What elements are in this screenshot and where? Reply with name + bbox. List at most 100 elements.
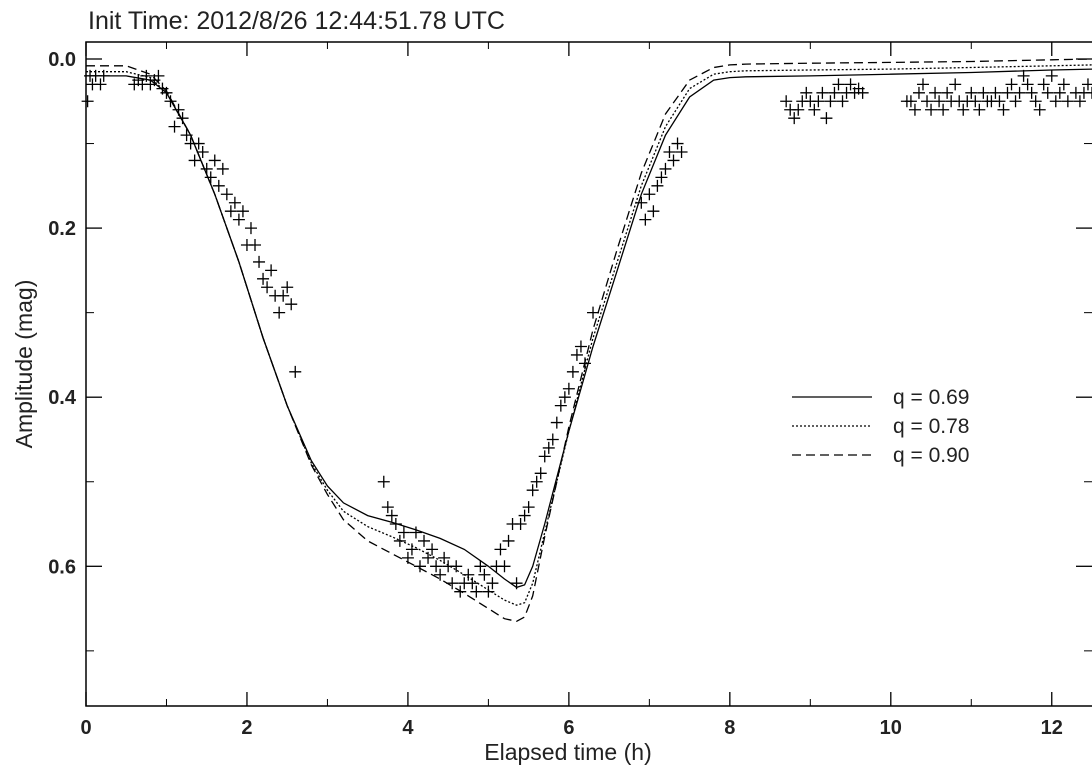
data-point: [542, 441, 555, 454]
data-point: [228, 196, 241, 209]
data-point: [273, 306, 286, 319]
data-point: [554, 399, 567, 412]
series-line-1: [86, 68, 1092, 589]
y-tick-label: 0.6: [48, 556, 76, 578]
data-point: [534, 467, 547, 480]
data-point: [204, 171, 217, 184]
data-point: [1017, 69, 1030, 82]
data-point: [550, 416, 563, 429]
data-point: [522, 501, 535, 514]
data-point: [236, 205, 249, 218]
data-point: [977, 86, 990, 99]
data-point: [216, 162, 229, 175]
data-point: [800, 86, 813, 99]
data-point: [671, 137, 684, 150]
legend-entry: q = 0.69: [893, 386, 969, 409]
legend: q = 0.69 q = 0.78 q = 0.90: [792, 386, 969, 467]
data-point: [675, 146, 688, 159]
x-tick-label: 6: [563, 717, 574, 739]
data-point: [1013, 86, 1026, 99]
data-point: [969, 95, 982, 108]
data-point: [921, 95, 934, 108]
y-tick-label: 0.2: [48, 218, 76, 240]
series-line-2: [86, 64, 1092, 606]
data-point: [1061, 95, 1074, 108]
data-point: [494, 543, 507, 556]
data-point: [188, 154, 201, 167]
data-point: [257, 272, 270, 285]
data-point: [836, 95, 849, 108]
data-point: [570, 348, 583, 361]
data-point: [385, 509, 398, 522]
data-point: [949, 78, 962, 91]
data-point: [856, 86, 869, 99]
data-point: [812, 95, 825, 108]
x-tick-label: 2: [241, 717, 252, 739]
data-point: [200, 162, 213, 175]
data-point: [389, 518, 402, 531]
series-layer: [86, 58, 1092, 622]
data-point: [422, 551, 435, 564]
series-line-3: [86, 58, 1092, 622]
data-point: [647, 205, 660, 218]
data-point: [478, 568, 491, 581]
data-point: [277, 289, 290, 302]
data-point: [957, 103, 970, 116]
data-point: [780, 95, 793, 108]
data-point: [244, 222, 257, 235]
data-point: [997, 103, 1010, 116]
data-point: [1009, 95, 1022, 108]
data-point: [81, 95, 94, 108]
legend-entry: q = 0.78: [893, 415, 969, 438]
data-point: [558, 391, 571, 404]
legend-entry: q = 0.90: [893, 444, 969, 467]
data-point: [426, 543, 439, 556]
data-point: [929, 86, 942, 99]
data-point: [993, 95, 1006, 108]
data-point: [1001, 86, 1014, 99]
data-point: [667, 154, 680, 167]
data-point: [462, 568, 475, 581]
data-point: [925, 103, 938, 116]
data-point: [828, 86, 841, 99]
data-point: [912, 86, 925, 99]
data-point: [498, 560, 511, 573]
data-point: [574, 340, 587, 353]
data-point: [446, 577, 459, 590]
data-point: [663, 146, 676, 159]
data-point: [788, 112, 801, 125]
data-point: [1073, 95, 1086, 108]
data-point: [1033, 103, 1046, 116]
data-point: [578, 357, 591, 370]
data-point: [518, 509, 531, 522]
data-point: [655, 171, 668, 184]
x-tick-label: 10: [880, 717, 902, 739]
data-point: [474, 560, 487, 573]
data-point: [1021, 78, 1034, 91]
data-point: [249, 239, 262, 252]
data-point: [397, 526, 410, 539]
data-point: [1029, 95, 1042, 108]
data-point: [792, 103, 805, 116]
data-point: [180, 129, 193, 142]
x-tick-label: 4: [402, 717, 414, 739]
data-point: [152, 69, 165, 82]
data-point: [220, 188, 233, 201]
y-tick-label: 0.0: [48, 49, 76, 71]
data-point: [232, 213, 245, 226]
data-point: [482, 585, 495, 598]
data-point: [1041, 86, 1054, 99]
data-point: [635, 196, 648, 209]
data-point: [651, 179, 664, 192]
plot-frame: [85, 41, 1092, 707]
y-axis-label: Amplitude (mag): [11, 280, 37, 449]
data-point: [973, 103, 986, 116]
data-point: [566, 365, 579, 378]
data-point: [224, 205, 237, 218]
data-point: [413, 560, 426, 573]
axes: 0 2 4 6 8 10 12 0.0 0.2 0.4 0.6: [48, 41, 1092, 739]
data-point: [1049, 95, 1062, 108]
data-point: [643, 188, 656, 201]
data-point: [430, 560, 443, 573]
